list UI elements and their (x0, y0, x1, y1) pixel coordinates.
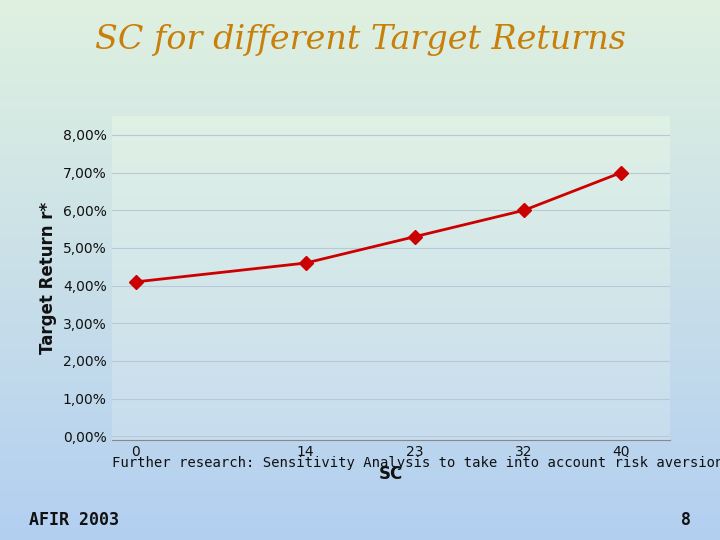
X-axis label: SC: SC (379, 464, 402, 483)
Text: 8: 8 (681, 511, 691, 529)
Text: SC for different Target Returns: SC for different Target Returns (94, 24, 626, 56)
Y-axis label: Target Return r*: Target Return r* (40, 202, 58, 354)
Text: Further research: Sensitivity Analysis to take into account risk aversion: Further research: Sensitivity Analysis t… (112, 456, 720, 470)
Text: AFIR 2003: AFIR 2003 (29, 511, 119, 529)
